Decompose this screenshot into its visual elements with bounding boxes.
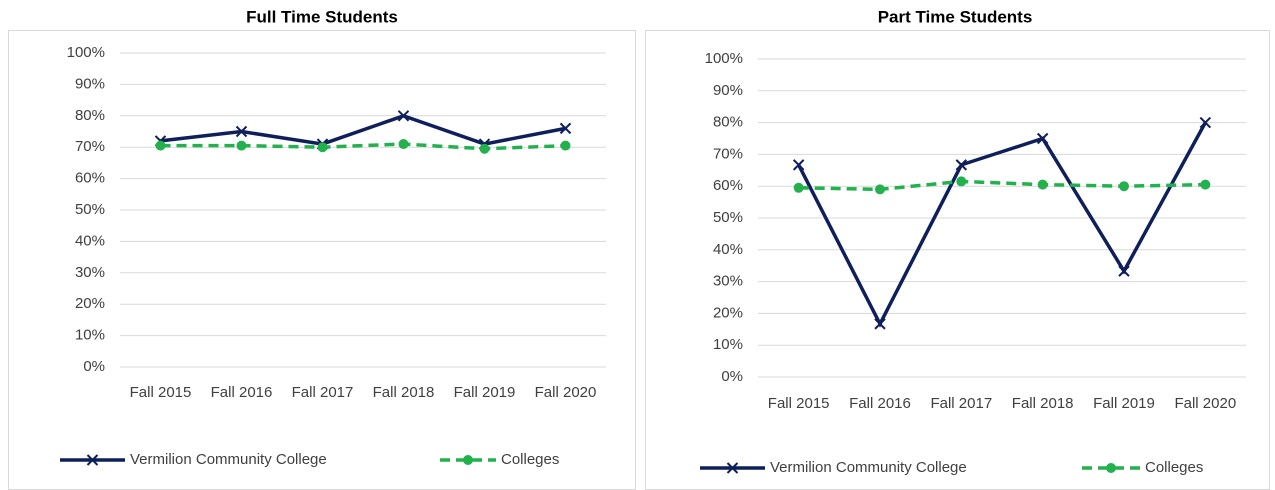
legend-marker [86,454,99,466]
legend-label: Colleges [501,451,559,468]
legend-label: Vermilion Community College [130,451,327,468]
x-tick-label: Fall 2017 [930,395,992,412]
y-tick-label: 40% [713,241,743,258]
chart-frame [8,30,636,490]
y-tick-label: 0% [83,358,105,375]
legend-label: Colleges [1145,459,1203,476]
y-tick-label: 60% [75,170,105,187]
y-tick-label: 100% [705,50,743,67]
x-tick-label: Fall 2018 [373,384,435,401]
marker [560,140,571,151]
marker [875,184,885,195]
x-tick-label: Fall 2016 [849,395,911,412]
y-tick-label: 90% [75,75,105,92]
series-line [797,121,1207,328]
legend-marker [463,455,473,465]
marker [398,139,409,150]
x-tick-label: Fall 2017 [292,384,354,401]
chart-frame [645,30,1270,490]
chart-title: Part Time Students [878,7,1033,26]
legend-label: Vermilion Community College [770,459,967,476]
y-tick-label: 10% [713,336,743,353]
marker [1199,116,1212,129]
marker [955,159,968,171]
marker [1118,265,1130,277]
marker [397,110,410,122]
y-tick-label: 90% [713,82,743,99]
marker [1119,181,1129,192]
marker [317,142,328,153]
x-tick-label: Fall 2019 [454,384,516,401]
x-tick-label: Fall 2018 [1012,395,1074,412]
y-tick-label: 70% [713,145,743,162]
marker [793,182,804,193]
series-line [798,179,1206,192]
marker [155,140,166,151]
marker [559,122,572,135]
y-tick-label: 30% [75,264,105,281]
y-tick-label: 80% [75,107,105,124]
legend-marker [1106,463,1116,473]
x-tick-label: Fall 2019 [1093,395,1155,412]
y-tick-label: 30% [713,273,743,290]
marker [1200,179,1211,190]
x-tick-label: Fall 2015 [130,384,192,401]
y-tick-label: 20% [75,295,105,312]
chart-title: Full Time Students [246,7,398,26]
marker [479,143,490,154]
x-tick-label: Fall 2016 [211,384,273,401]
marker [1036,132,1049,145]
y-tick-label: 20% [713,304,743,321]
y-tick-label: 50% [75,201,105,218]
marker [792,159,805,171]
x-tick-label: Fall 2015 [768,395,830,412]
y-tick-label: 0% [721,368,743,385]
y-tick-label: 50% [713,209,743,226]
marker [235,125,248,138]
y-tick-label: 80% [713,114,743,131]
marker [1037,179,1048,190]
series-line [160,113,566,146]
y-tick-label: 10% [75,327,105,344]
x-tick-label: Fall 2020 [1174,395,1236,412]
y-tick-label: 70% [75,138,105,155]
y-tick-label: 40% [75,232,105,249]
y-tick-label: 60% [713,177,743,194]
marker [874,318,886,330]
marker [956,176,967,187]
marker [236,140,247,151]
x-tick-label: Fall 2020 [535,384,597,401]
legend-marker [726,462,739,474]
y-tick-label: 100% [67,44,105,61]
series-line [160,142,566,151]
